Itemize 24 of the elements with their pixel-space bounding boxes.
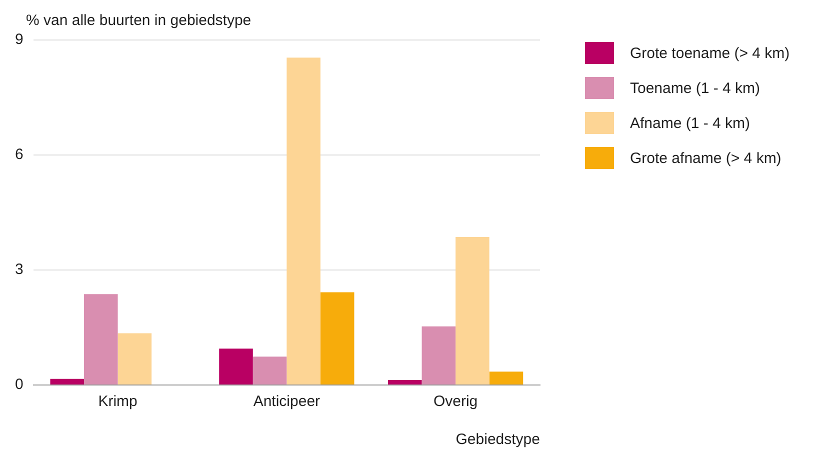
y-tick-label: 6 <box>15 146 24 164</box>
bar <box>219 348 253 384</box>
legend-label: Afname (1 - 4 km) <box>630 114 750 132</box>
bar <box>456 237 490 384</box>
bar <box>388 380 422 384</box>
bar <box>422 326 456 384</box>
x-axis-title: Gebiedstype <box>456 431 540 448</box>
bar <box>320 292 354 384</box>
legend-label: Grote afname (> 4 km) <box>630 150 782 166</box>
y-tick-label: 0 <box>15 376 24 394</box>
y-axis-title: % van alle buurten in gebiedstype <box>26 12 252 29</box>
x-tick-label: Overig <box>433 393 478 410</box>
bar <box>84 294 118 384</box>
bar <box>252 356 287 384</box>
x-tick-label: Anticipeer <box>253 393 320 410</box>
x-tick-label: Krimp <box>98 393 138 410</box>
bar <box>118 333 152 384</box>
bar <box>489 372 524 384</box>
legend-label: Toename (1 - 4 km) <box>630 80 760 96</box>
legend-label: Grote toename (> 4 km) <box>630 44 790 62</box>
bar <box>286 58 320 384</box>
bar <box>50 378 84 384</box>
y-tick-label: 9 <box>15 31 24 48</box>
y-tick-label: 3 <box>15 261 24 278</box>
